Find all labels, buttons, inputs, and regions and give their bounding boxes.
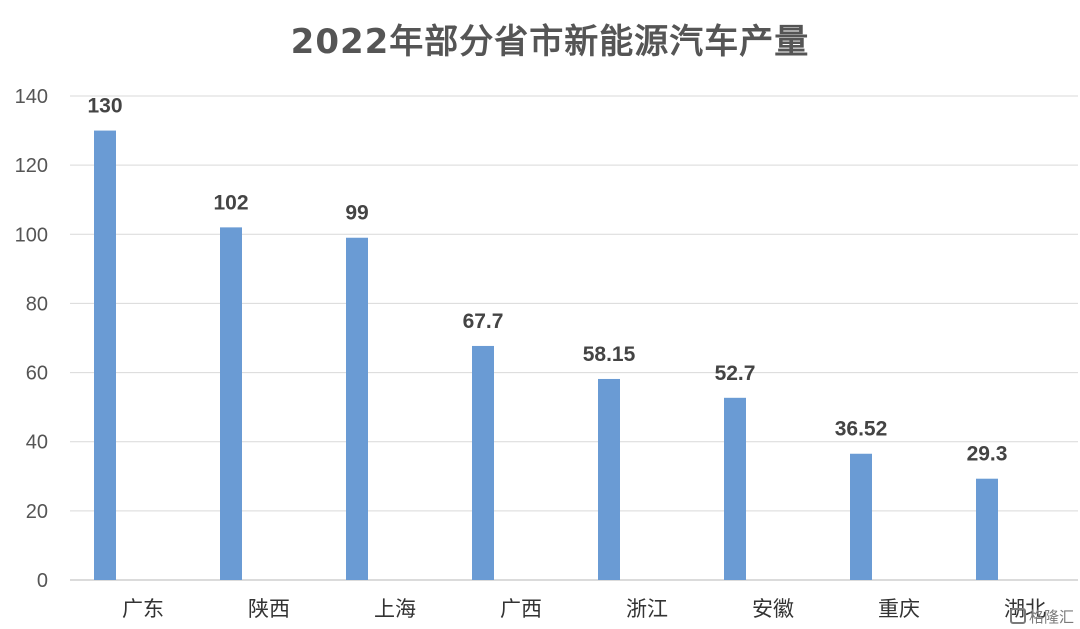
y-tick-label: 20: [26, 501, 48, 523]
x-tick-label: 陕西: [248, 597, 290, 621]
data-label: 52.7: [715, 362, 756, 385]
x-tick-label: 广东: [122, 597, 164, 621]
data-label: 102: [213, 191, 248, 214]
data-label: 58.15: [583, 343, 636, 366]
y-tick-label: 100: [15, 224, 48, 246]
data-label: 130: [87, 95, 122, 118]
bar[interactable]: [598, 378, 620, 580]
bar[interactable]: [976, 478, 998, 580]
y-tick-label: 80: [26, 293, 48, 315]
bar[interactable]: [472, 345, 494, 580]
data-label: 36.52: [835, 418, 888, 441]
x-tick-label: 安徽: [752, 597, 794, 621]
y-tick-label: 140: [15, 86, 48, 108]
watermark: 格隆汇: [1009, 606, 1074, 627]
bar[interactable]: [346, 237, 368, 580]
x-tick-label: 上海: [374, 597, 416, 621]
bar[interactable]: [724, 397, 746, 580]
x-tick-label: 广西: [500, 597, 542, 621]
y-tick-label: 60: [26, 363, 48, 385]
chart-title: 2022年部分省市新能源汽车产量: [290, 22, 810, 62]
y-tick-label: 0: [37, 570, 48, 592]
watermark-text: 格隆汇: [1028, 608, 1074, 626]
bar[interactable]: [94, 130, 116, 581]
data-label: 67.7: [463, 310, 504, 333]
x-tick-label: 浙江: [626, 597, 668, 621]
x-tick-label: 重庆: [878, 597, 920, 621]
data-label: 29.3: [967, 443, 1008, 466]
bar[interactable]: [850, 453, 872, 580]
y-tick-label: 40: [26, 432, 48, 454]
data-label: 99: [345, 202, 368, 225]
logo-icon: [1009, 608, 1026, 624]
bar[interactable]: [220, 227, 242, 580]
y-tick-label: 120: [15, 155, 48, 177]
